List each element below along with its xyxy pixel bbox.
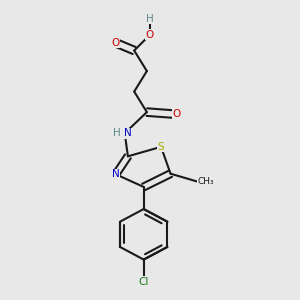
Text: Cl: Cl [139,277,149,287]
Text: O: O [146,30,154,40]
Text: H: H [113,128,121,138]
Text: O: O [111,38,119,48]
Text: CH₃: CH₃ [197,177,214,186]
Text: S: S [158,142,164,152]
Text: O: O [173,109,181,119]
Text: H: H [146,14,154,24]
Text: N: N [112,169,120,179]
Text: N: N [124,128,132,138]
